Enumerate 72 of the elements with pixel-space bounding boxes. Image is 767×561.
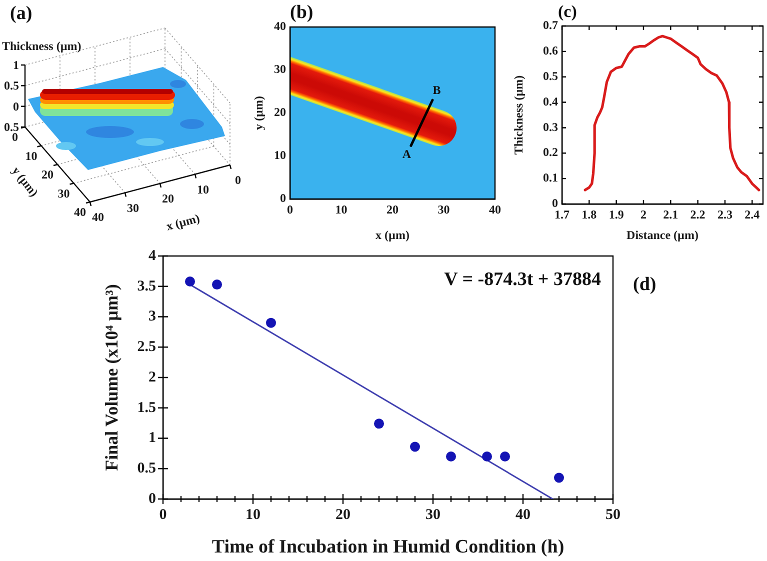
y-tick-label: 3 [148, 308, 156, 325]
x-tick-label: 2.1 [663, 207, 678, 222]
x-tick-label: 1.9 [608, 207, 624, 222]
y-axis-title: Thickness (µm) [511, 75, 526, 155]
y-axis-title: y (µm) [251, 96, 266, 130]
x-tick-label: 20 [336, 506, 350, 523]
x-tick-label: 2 [640, 207, 646, 222]
y-tick-label: 0.5 [543, 68, 558, 83]
annotation: B [432, 83, 441, 98]
chart-title: (c) [558, 2, 577, 22]
x-tick-label: 30 [426, 506, 440, 523]
x-tick-label: 2.3 [717, 207, 732, 222]
text: Thickness (µm) [2, 39, 82, 53]
x-tick-label: 20 [386, 202, 398, 216]
text: 20 [162, 192, 174, 206]
x-tick-label: 30 [438, 202, 450, 216]
x-tick-label: 40 [489, 202, 501, 216]
text: 1 [13, 58, 19, 72]
point [212, 280, 222, 290]
x-tick-label: 10 [246, 506, 260, 523]
y-tick-label: 10 [274, 148, 286, 162]
text: 0.5 [4, 78, 19, 93]
y-tick-label: 4 [148, 248, 156, 264]
y-tick-label: 0.2 [543, 145, 558, 160]
y-tick-label: 0.3 [543, 120, 558, 134]
x-tick-label: 10 [335, 202, 348, 216]
annotation: A [402, 146, 412, 161]
y-tick-label: 0.7 [543, 18, 558, 32]
text: 10 [25, 148, 38, 163]
x-tick-label: 1.8 [582, 207, 597, 222]
point [554, 472, 564, 483]
text: 30 [58, 186, 70, 200]
point [185, 276, 195, 287]
y-tick-label: 30 [274, 62, 286, 76]
text: 10 [197, 182, 209, 196]
x-tick-label: 2.4 [744, 207, 760, 222]
text: x (µm) [164, 210, 202, 234]
x-axis-title: Distance (µm) [626, 228, 698, 242]
x-tick-label: 0 [159, 506, 167, 523]
y-tick-label: 0 [148, 490, 156, 507]
y-tick-label: 0.1 [543, 170, 558, 185]
text: (a) [10, 3, 32, 25]
y-tick-label: 0 [280, 191, 286, 206]
text: 0 [13, 99, 19, 114]
y-tick-label: 2 [148, 369, 156, 386]
point [446, 451, 456, 462]
x-tick-label: 1.7 [554, 207, 570, 222]
text: (d) [633, 274, 656, 295]
x-tick-label: 50 [606, 506, 620, 523]
y-tick-label: 40 [274, 19, 286, 34]
y-tick-label: 0.4 [543, 94, 558, 108]
x-axis-title: x (µm) [376, 228, 410, 242]
annotation: V = -874.3t + 37884 [444, 268, 602, 290]
y-axis-title: Final Volume (x10⁴ µm³) [101, 284, 122, 471]
y-tick-label: 20 [274, 105, 286, 120]
point [410, 442, 420, 452]
y-tick-label: 1.5 [137, 400, 156, 416]
chart-title: (b) [290, 2, 314, 24]
x-tick-label: 2.2 [690, 207, 706, 222]
y-tick-label: 1 [148, 430, 156, 446]
y-tick-label: 3.5 [137, 278, 156, 294]
point [500, 451, 510, 462]
point [482, 451, 492, 462]
y-tick-label: 0.5 [137, 460, 156, 476]
text: 0 [235, 173, 241, 187]
x-axis-title: Time of Incubation in Humid Condition (h) [212, 536, 564, 558]
point [374, 418, 384, 429]
y-tick-label: 0.6 [543, 44, 558, 58]
text: 20 [42, 168, 54, 182]
y-tick-label: 2.5 [137, 339, 156, 355]
point [266, 318, 276, 328]
x-tick-label: 40 [516, 506, 530, 523]
